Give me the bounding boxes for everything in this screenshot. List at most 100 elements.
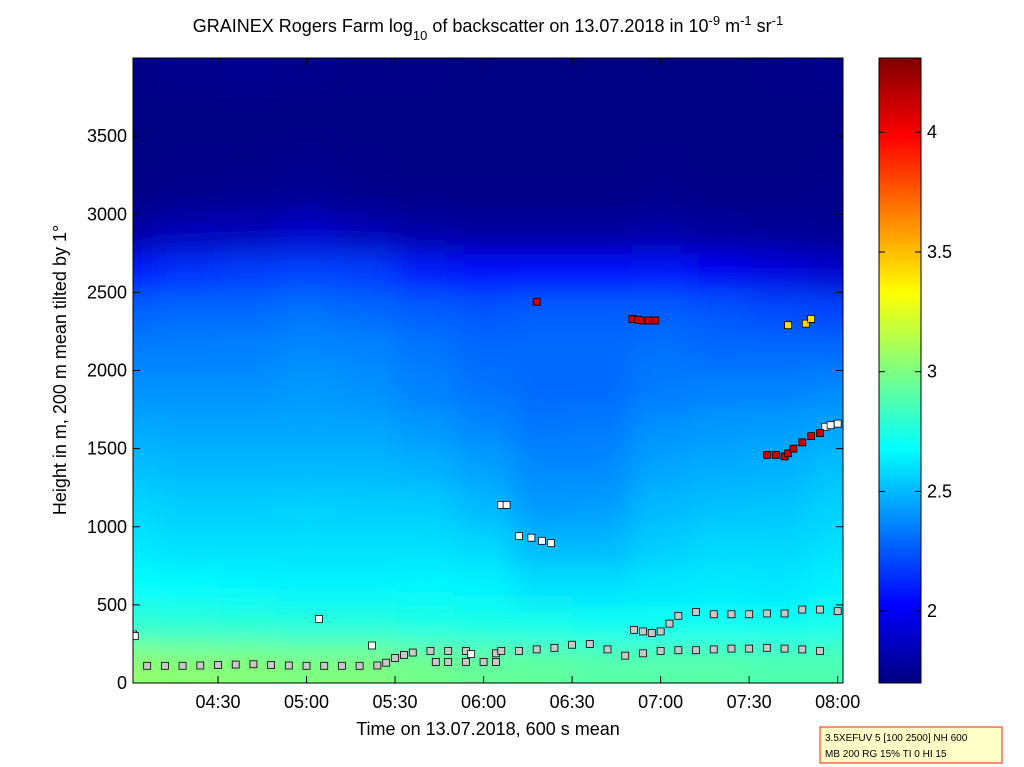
- y-tick-label: 2000: [87, 361, 127, 381]
- layer-marker: [833, 419, 842, 428]
- layer-marker: [214, 661, 222, 669]
- heat-cell: [158, 448, 219, 489]
- colorbar-tick-label: 3: [927, 362, 937, 382]
- layer-marker: [647, 629, 656, 637]
- heat-cell: [512, 292, 573, 332]
- heat-cell: [395, 331, 455, 371]
- heat-cell: [572, 448, 632, 489]
- heat-cell: [277, 97, 337, 137]
- heat-cell: [689, 58, 750, 98]
- x-tick-label: 08:00: [815, 692, 860, 712]
- colorbar-tick-label: 3.5: [927, 242, 952, 262]
- heat-cell: [689, 97, 750, 137]
- heat-cell: [133, 58, 160, 98]
- heat-cell: [217, 97, 278, 137]
- title-part: -1: [740, 13, 752, 28]
- heat-cell: [133, 136, 160, 176]
- heat-cell: [512, 409, 573, 450]
- layer-marker: [382, 658, 391, 667]
- heat-cell: [689, 565, 750, 606]
- heat-cell: [749, 175, 809, 215]
- heat-cell: [158, 370, 219, 411]
- heat-cell: [512, 136, 573, 176]
- layer-marker: [585, 640, 594, 648]
- y-tick-label: 3000: [87, 204, 127, 224]
- title-part: -1: [772, 13, 784, 28]
- heat-cell: [512, 175, 573, 215]
- heat-cell: [512, 97, 573, 137]
- layer-marker: [798, 645, 807, 654]
- layer-marker: [745, 644, 754, 653]
- heat-cell: [512, 214, 573, 254]
- heat-cell: [395, 448, 455, 489]
- heat-cell: [749, 526, 809, 567]
- heat-cell: [689, 292, 750, 332]
- heat-cell: [395, 58, 455, 98]
- heat-cell: [158, 526, 219, 567]
- heat-cell: [158, 58, 219, 98]
- title-part: -9: [709, 13, 721, 28]
- heat-cell: [133, 487, 160, 528]
- layer-marker: [133, 632, 139, 641]
- layer-marker: [355, 661, 364, 670]
- layer-marker: [762, 609, 771, 618]
- layer-marker: [621, 651, 630, 660]
- heat-cell: [749, 331, 809, 371]
- heat-cell: [454, 604, 514, 645]
- heat-cell: [395, 370, 455, 411]
- heat-cell: [217, 409, 278, 450]
- heat-cell: [158, 253, 219, 293]
- heat-cell: [689, 487, 750, 528]
- x-tick-label: 05:30: [373, 692, 418, 712]
- layer-marker: [568, 640, 577, 649]
- layer-marker: [807, 315, 816, 323]
- heat-cell: [133, 292, 160, 332]
- heat-cell: [808, 526, 843, 567]
- heat-cell: [749, 97, 809, 137]
- heat-cell: [454, 175, 514, 215]
- layer-marker: [801, 319, 810, 328]
- heat-cell: [749, 214, 809, 254]
- layer-marker: [816, 429, 824, 437]
- heat-cell: [631, 370, 691, 411]
- layer-marker: [816, 647, 824, 655]
- layer-marker: [515, 647, 523, 655]
- layer-marker: [727, 610, 736, 619]
- heat-cell: [158, 409, 219, 450]
- heat-cell: [572, 643, 632, 683]
- layer-marker: [833, 607, 842, 616]
- layer-marker: [784, 321, 793, 330]
- heat-cell: [689, 448, 750, 489]
- info-line: 3.5XEFUV 5 [100 2500] NH 600: [825, 733, 968, 744]
- x-tick-label: 06:00: [461, 692, 506, 712]
- heat-cell: [689, 409, 750, 450]
- heat-cell: [335, 487, 396, 528]
- x-tick-label: 04:30: [195, 692, 240, 712]
- heat-cell: [749, 136, 809, 176]
- heat-cell: [808, 292, 843, 332]
- title-part: m: [720, 16, 740, 36]
- heat-cell: [335, 253, 396, 293]
- heat-cell: [512, 448, 573, 489]
- x-tick-label: 06:30: [550, 692, 595, 712]
- heat-cell: [454, 292, 514, 332]
- heat-cell: [277, 409, 337, 450]
- layer-marker: [709, 610, 718, 619]
- layer-marker: [665, 619, 674, 628]
- heat-cell: [133, 526, 160, 567]
- heat-cell: [395, 604, 455, 645]
- title-part: of backscatter on 13.07.2018 in 10: [427, 16, 708, 36]
- y-tick-label: 500: [97, 595, 127, 615]
- layer-marker: [546, 539, 555, 548]
- heat-cell: [572, 214, 632, 254]
- layer-marker: [497, 647, 506, 655]
- heat-cell: [631, 526, 691, 567]
- layer-marker: [780, 644, 789, 653]
- heat-cell: [689, 331, 750, 371]
- heat-cell: [395, 175, 455, 215]
- heat-cell: [512, 370, 573, 411]
- heat-cell: [277, 487, 337, 528]
- layer-marker: [807, 432, 816, 441]
- heat-cell: [631, 565, 691, 606]
- layer-marker: [780, 609, 789, 618]
